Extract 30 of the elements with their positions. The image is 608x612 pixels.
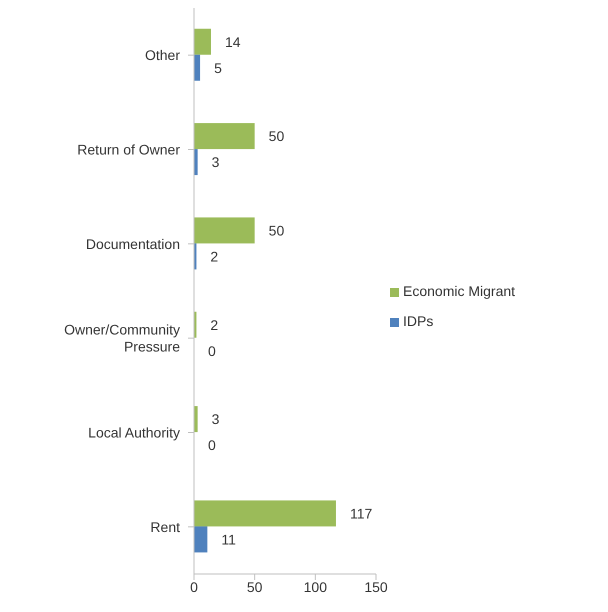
data-label: 3 — [212, 411, 220, 428]
bar — [194, 217, 255, 244]
legend-label: IDPs — [403, 313, 434, 329]
x-tick-label: 150 — [364, 578, 388, 595]
data-label: 50 — [268, 128, 284, 144]
y-tick-label: Return of Owner — [77, 142, 180, 158]
data-label: 2 — [210, 248, 218, 264]
legend-label: Economic Migrant — [403, 283, 516, 299]
data-label: 11 — [221, 531, 236, 548]
data-label: 0 — [208, 437, 216, 454]
data-label: 117 — [350, 505, 372, 522]
y-tick-label: Other — [144, 47, 180, 64]
x-tick-label: 100 — [304, 578, 328, 595]
x-tick-label: 50 — [246, 578, 263, 595]
bar — [194, 500, 336, 526]
data-label: 2 — [210, 316, 218, 333]
data-label: 50 — [268, 222, 284, 238]
y-tick-label: Documentation — [86, 236, 180, 252]
bar — [194, 123, 255, 150]
x-tick-label: 0 — [190, 578, 198, 595]
data-label: 5 — [214, 60, 222, 76]
bar — [194, 526, 208, 552]
y-tick-label: Owner/Community Pressure — [64, 322, 180, 355]
bar — [194, 28, 211, 55]
data-label: 3 — [212, 154, 220, 170]
data-label: 14 — [224, 34, 241, 50]
data-label: 0 — [208, 342, 216, 359]
y-tick-label: Local Authority — [88, 424, 180, 440]
y-tick-label: Rent — [150, 518, 180, 535]
bar — [194, 54, 200, 81]
